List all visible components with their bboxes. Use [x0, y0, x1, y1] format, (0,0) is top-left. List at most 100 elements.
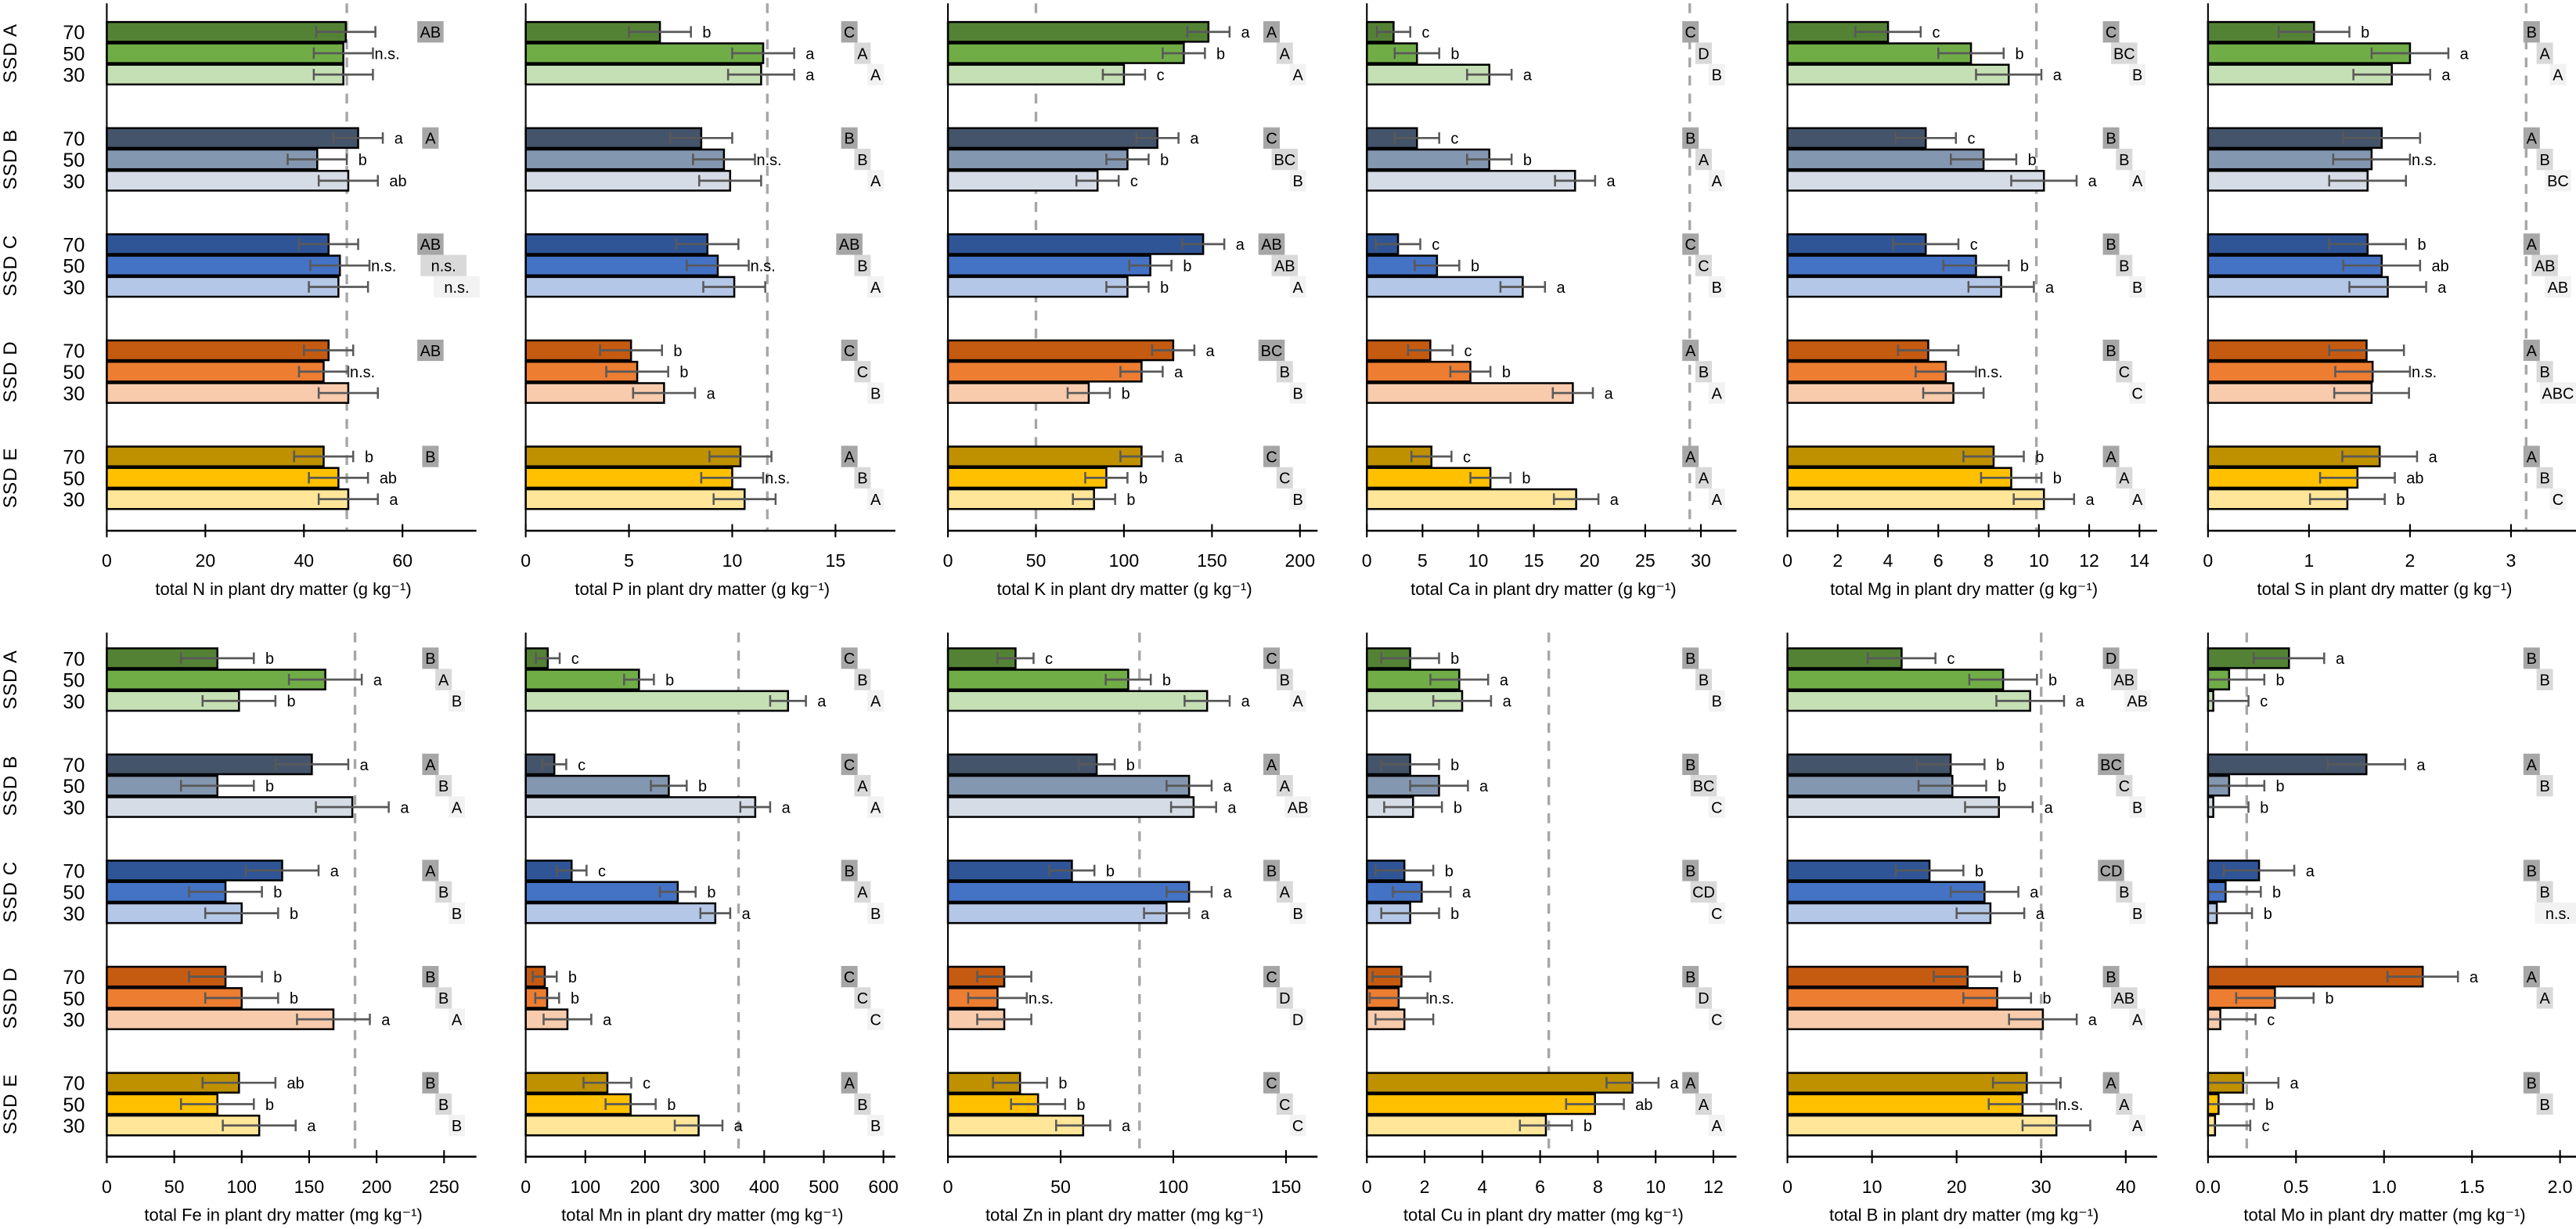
group-letter: B: [438, 1097, 449, 1114]
significance-letter: b: [2053, 470, 2062, 488]
group-letter: B: [2539, 470, 2549, 488]
group-letter-box: [2116, 361, 2133, 383]
group-letter-box: [1289, 690, 1306, 712]
group-letter: B: [425, 449, 435, 466]
significance-letter: a: [2441, 67, 2451, 85]
x-tick-label: 400: [749, 1177, 780, 1197]
group-letter-box: [417, 339, 444, 362]
group-letter-box: [867, 902, 884, 924]
group-letter-box: [1682, 339, 1699, 362]
x-tick-label: 10: [1862, 1177, 1882, 1197]
group-letter-box: [1690, 775, 1717, 797]
group-letter: C: [857, 990, 868, 1007]
group-letter: n.s.: [431, 258, 456, 276]
group-letter-box: [854, 669, 871, 690]
group-letter: C: [2553, 492, 2563, 509]
group-letter-box: [2098, 753, 2124, 776]
group-letter-box: [1289, 1008, 1306, 1030]
group-letter-box: [1682, 647, 1699, 669]
group-letter-box: [1708, 382, 1725, 404]
x-tick-label: 100: [227, 1177, 258, 1197]
group-letter-box: [836, 233, 863, 255]
group-letter: B: [2539, 778, 2549, 795]
bar: [106, 382, 350, 404]
group-letter: B: [1280, 672, 1290, 689]
x-tick-label: 2: [1420, 1177, 1430, 1197]
bar: [1786, 1093, 2024, 1115]
bar: [524, 669, 640, 690]
significance-letter: c: [1463, 449, 1471, 466]
group-letter-box: [2111, 42, 2138, 64]
x-tick-label: 0: [102, 1177, 112, 1197]
group-letter-box: [1276, 987, 1293, 1009]
group-letter-box: [422, 445, 439, 467]
group-label: SSD C: [0, 235, 21, 297]
group-letter: BC: [1274, 152, 1295, 169]
group-letter: B: [452, 694, 462, 711]
group-letter: A: [452, 799, 463, 816]
bar: [1365, 690, 1464, 712]
group-letter: A: [1712, 385, 1723, 402]
group-letter: B: [2539, 1097, 2549, 1114]
significance-letter: a: [1500, 672, 1509, 689]
group-letter-box: [841, 753, 858, 776]
group-letter: C: [1711, 906, 1722, 923]
group-letter: A: [425, 131, 436, 148]
x-tick-label: 4: [1883, 550, 1893, 571]
significance-letter: a: [1174, 449, 1184, 466]
level-label: 50: [63, 776, 85, 798]
x-tick-label: 10: [722, 550, 743, 571]
x-tick-label: 600: [868, 1177, 899, 1197]
group-letter: B: [844, 131, 854, 148]
x-axis-title: total N in plant dry matter (g kg⁻¹): [155, 579, 411, 599]
bar: [106, 276, 340, 298]
group-letter: B: [1712, 694, 1722, 711]
significance-letter: b: [1160, 279, 1169, 297]
group-letter: BC: [1261, 343, 1283, 360]
x-tick-label: 8: [1593, 1177, 1603, 1197]
significance-letter: n.s.: [2412, 152, 2437, 169]
group-letter-box: [417, 21, 444, 43]
bar: [524, 796, 757, 818]
significance-letter: b: [1160, 152, 1169, 169]
group-letter: B: [2106, 131, 2116, 148]
group-label: SSD A: [0, 650, 21, 709]
group-letter-box: [1695, 42, 1713, 64]
x-tick-label: 50: [164, 1177, 185, 1197]
group-letter-box: [2536, 775, 2553, 797]
bar: [1786, 1008, 2045, 1031]
bar: [1786, 63, 2010, 86]
significance-letter: a: [2306, 863, 2315, 880]
group-letter: AB: [420, 24, 441, 41]
group-letter-box: [2102, 339, 2120, 362]
bar: [1365, 170, 1576, 192]
group-letter: A: [2119, 470, 2130, 488]
group-letter: A: [857, 778, 868, 795]
bar: [106, 445, 325, 467]
group-letter-box: [2531, 254, 2558, 276]
group-letter-box: [1289, 382, 1306, 404]
group-letter: A: [1712, 1118, 1723, 1135]
significance-letter: b: [1122, 385, 1130, 402]
x-axis-title: total Zn in plant dry matter (mg kg⁻¹): [985, 1206, 1263, 1225]
bar: [1786, 276, 2002, 298]
x-tick-label: 12: [1703, 1177, 1724, 1197]
group-letter: B: [2539, 152, 2549, 169]
group-letter: D: [1292, 1012, 1303, 1029]
group-letter-box: [2102, 127, 2120, 149]
group-label: SSD E: [0, 1074, 21, 1135]
group-letter-box: [841, 127, 858, 149]
significance-letter: b: [1450, 651, 1459, 668]
significance-letter: c: [1130, 173, 1138, 190]
group-letter: AB: [2114, 990, 2135, 1007]
bar: [946, 254, 1151, 277]
x-axis-title: total K in plant dry matter (g kg⁻¹): [997, 579, 1252, 599]
group-letter: D: [1279, 990, 1290, 1007]
group-letter: ABC: [2542, 385, 2574, 402]
group-letter: B: [2132, 799, 2142, 816]
group-letter: B: [857, 672, 867, 689]
group-letter: B: [2527, 863, 2537, 880]
group-letter-box: [2124, 690, 2151, 712]
group-letter: C: [1266, 969, 1277, 986]
significance-letter: b: [2028, 152, 2037, 169]
